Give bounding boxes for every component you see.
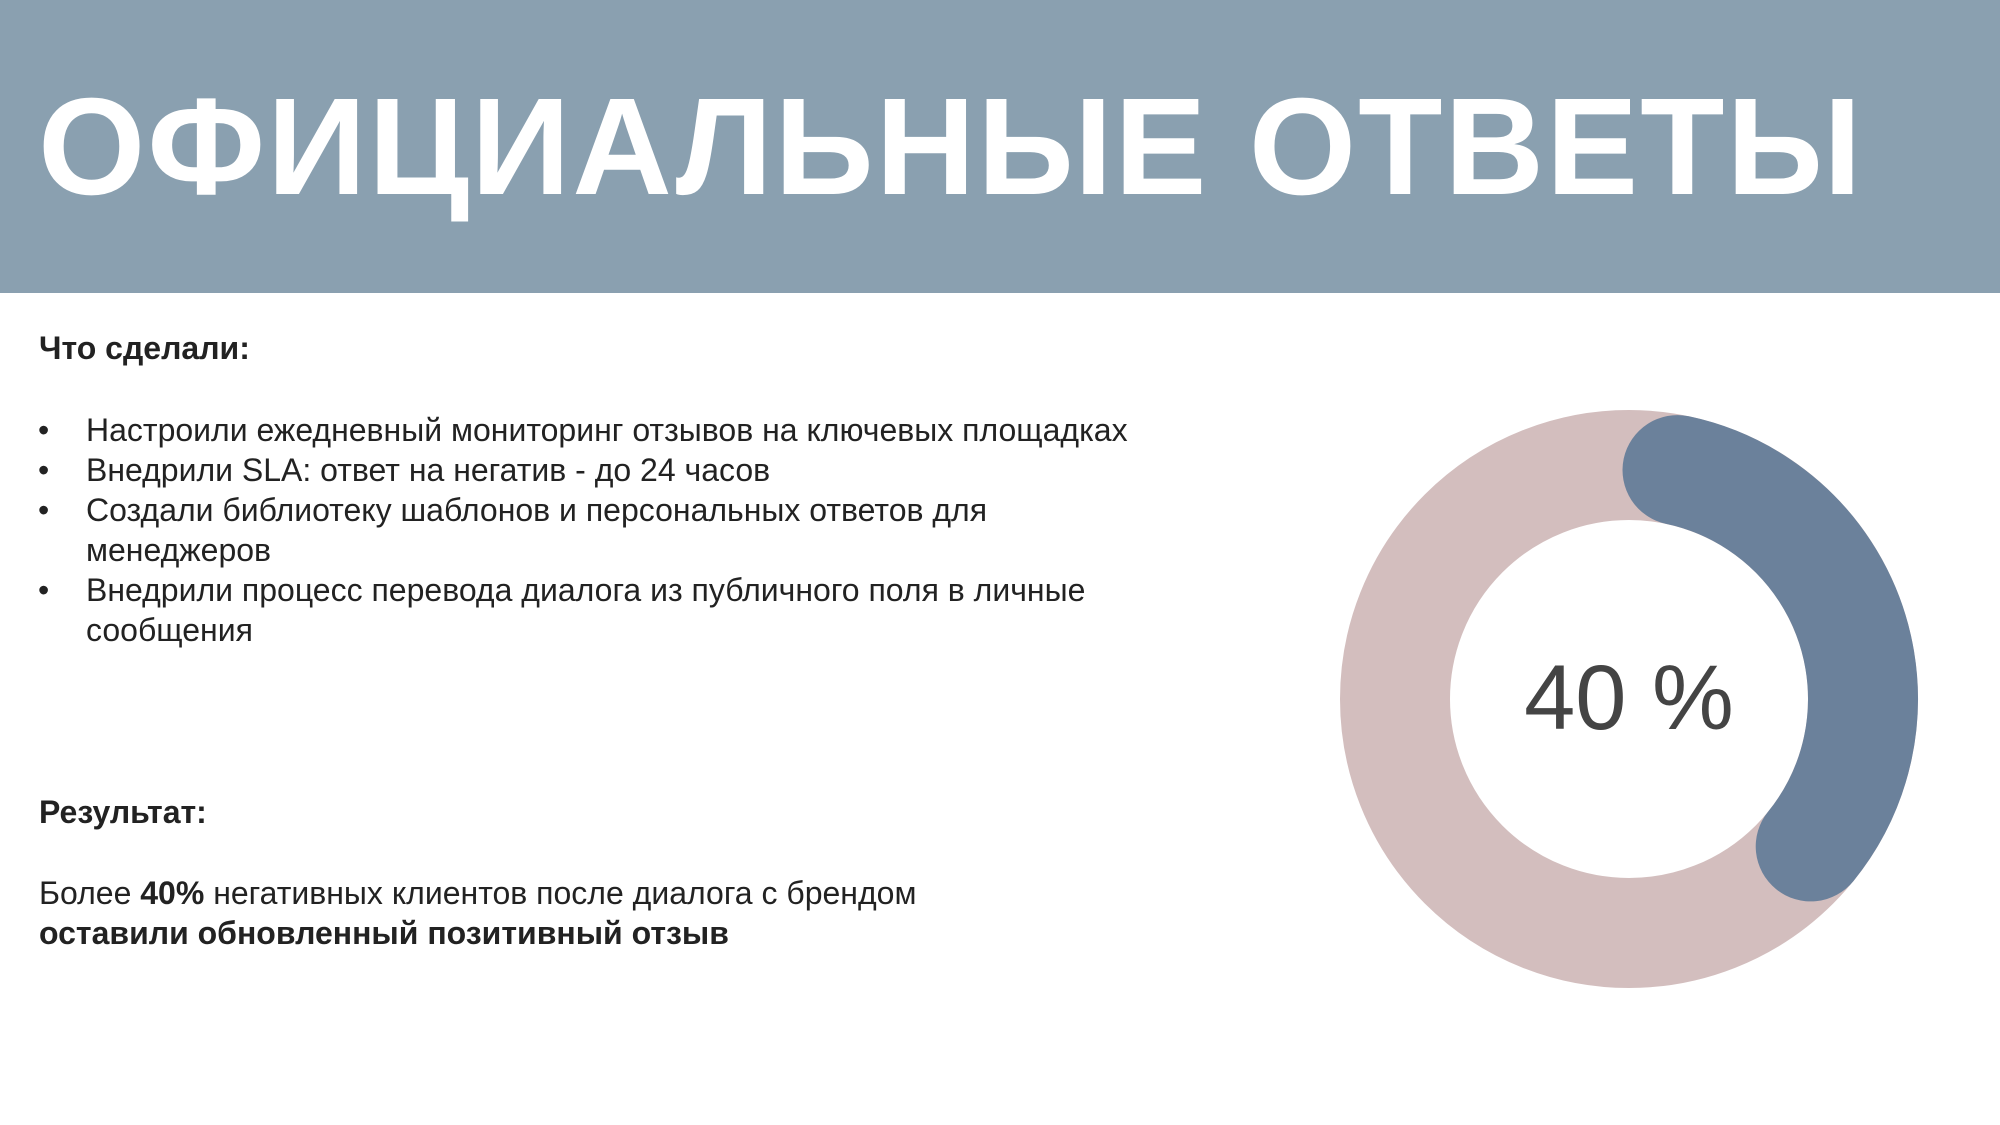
- header-banner: ОФИЦИАЛЬНЫЕ ОТВЕТЫ: [0, 0, 2000, 293]
- done-list: • Настроили ежедневный мониторинг отзывов…: [0, 410, 1200, 650]
- bullet-icon: •: [38, 412, 50, 448]
- donut-value-arc: [1340, 409, 1918, 988]
- list-item: • Внедрили процесс перевода диалога из пу…: [38, 572, 1086, 648]
- result-heading: Результат:: [39, 794, 207, 830]
- list-item: • Внедрили SLA: ответ на негатив - до 24 …: [38, 452, 771, 488]
- bullet-icon: •: [38, 492, 50, 528]
- done-heading: Что сделали:: [39, 330, 250, 366]
- bullet-icon: •: [38, 572, 50, 608]
- list-item: • Настроили ежедневный мониторинг отзывов…: [38, 412, 1128, 448]
- bullet-icon: •: [38, 452, 50, 488]
- result-text: Более 40% негативных клиентов после диал…: [39, 875, 917, 951]
- donut-center-label: 40 %: [1524, 647, 1734, 749]
- page-title: ОФИЦИАЛЬНЫЕ ОТВЕТЫ: [38, 70, 1864, 224]
- list-item: • Создали библиотеку шаблонов и персональ…: [38, 492, 988, 568]
